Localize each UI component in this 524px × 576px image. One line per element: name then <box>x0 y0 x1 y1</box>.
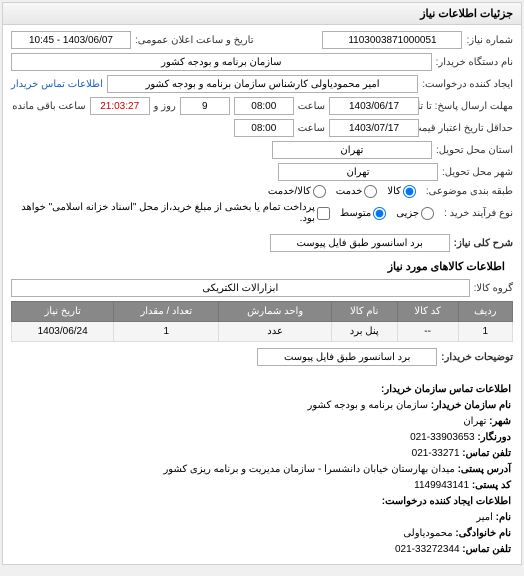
group-field[interactable] <box>11 279 470 297</box>
city-field[interactable] <box>278 163 438 181</box>
time-label-2: ساعت <box>298 123 325 134</box>
category-label: طبقه بندی موضوعی: <box>426 186 513 197</box>
cat-goods-option[interactable]: کالا <box>387 185 416 198</box>
announce-field[interactable] <box>11 31 131 49</box>
cat-goods-radio[interactable] <box>403 185 416 198</box>
days-label: روز و <box>154 101 176 112</box>
td-code: -- <box>397 322 458 342</box>
contact-section1-title: اطلاعات تماس سازمان خریدار: <box>13 382 511 398</box>
th-qty: تعداد / مقدار <box>114 302 219 322</box>
remain-label: ساعت باقی مانده <box>12 101 85 112</box>
fname-v: امیر <box>476 512 493 523</box>
announce-label: تاریخ و ساعت اعلان عمومی: <box>135 35 254 46</box>
cat-service-radio[interactable] <box>364 185 377 198</box>
time-label-1: ساعت <box>298 101 325 112</box>
requester-field[interactable] <box>107 75 418 93</box>
phone-l: تلفن تماس: <box>462 448 511 459</box>
pt-small-text: جزیی <box>396 208 419 219</box>
group-label: گروه کالا: <box>474 283 513 294</box>
pt-note-option[interactable]: پرداخت تمام یا بخشی از مبلغ خرید،از محل … <box>11 202 330 224</box>
panel-title: جزئیات اطلاعات نیاز <box>3 3 521 25</box>
th-row: ردیف <box>458 302 512 322</box>
buyer-contact-link[interactable]: اطلاعات تماس خریدار <box>11 79 103 90</box>
items-table: ردیف کد کالا نام کالا واحد شمارش تعداد /… <box>11 301 513 342</box>
cat-gs-text: کالا/خدمت <box>268 186 311 197</box>
days-field[interactable] <box>180 97 230 115</box>
need-details-panel: جزئیات اطلاعات نیاز شماره نیاز: تاریخ و … <box>2 2 522 565</box>
address-l: آدرس پستی: <box>458 464 511 475</box>
th-name: نام کالا <box>331 302 397 322</box>
need-no-label: شماره نیاز: <box>466 35 513 46</box>
desc-label: شرح کلی نیاز: <box>454 238 513 249</box>
cat-goods-text: کالا <box>387 186 401 197</box>
validity-date-field[interactable] <box>329 119 419 137</box>
other-id-v: 33903653-021 <box>410 432 475 443</box>
other-id-l: دورنگار: <box>477 432 511 443</box>
contact-section2-title: اطلاعات ایجاد کننده درخواست: <box>13 494 511 510</box>
desc-field[interactable] <box>270 234 450 252</box>
province-field[interactable] <box>272 141 432 159</box>
td-qty: 1 <box>114 322 219 342</box>
lname-l: نام خانوادگی: <box>455 528 511 539</box>
cat-gs-radio[interactable] <box>313 185 326 198</box>
province-label: استان محل تحویل: <box>436 145 513 156</box>
phone2-l: تلفن تماس: <box>462 544 511 555</box>
fname-l: نام: <box>496 512 511 523</box>
th-code: کد کالا <box>397 302 458 322</box>
th-unit: واحد شمارش <box>219 302 332 322</box>
contact-city-v: تهران <box>463 416 486 427</box>
pt-note-checkbox[interactable] <box>317 207 330 220</box>
postal-l: کد پستی: <box>472 480 511 491</box>
cat-service-text: خدمت <box>336 186 363 197</box>
items-section-title: اطلاعات کالاهای مورد نیاز <box>11 258 513 275</box>
remain-time-field[interactable] <box>90 97 150 115</box>
td-date: 1403/06/24 <box>12 322 114 342</box>
pt-medium-text: متوسط <box>340 208 371 219</box>
table-header-row: ردیف کد کالا نام کالا واحد شمارش تعداد /… <box>12 302 513 322</box>
org-name-v: سازمان برنامه و بودجه کشور <box>308 400 428 411</box>
buyer-org-field[interactable] <box>11 53 432 71</box>
buyer-notes-field[interactable] <box>257 348 437 366</box>
pt-medium-radio[interactable] <box>373 207 386 220</box>
pt-small-option[interactable]: جزیی <box>396 207 434 220</box>
need-no-field[interactable] <box>322 31 462 49</box>
pt-note-text: پرداخت تمام یا بخشی از مبلغ خرید،از محل … <box>11 202 315 224</box>
contact-block: اطلاعات تماس سازمان خریدار: نام سازمان خ… <box>3 376 521 564</box>
requester-label: ایجاد کننده درخواست: <box>422 79 513 90</box>
td-row: 1 <box>458 322 512 342</box>
pt-small-radio[interactable] <box>421 207 434 220</box>
phone2-v: 33272344-021 <box>395 544 460 555</box>
city-label: شهر محل تحویل: <box>442 167 513 178</box>
validity-time-field[interactable] <box>234 119 294 137</box>
buyer-notes-label: توضیحات خریدار: <box>441 352 513 363</box>
th-date: تاریخ نیاز <box>12 302 114 322</box>
cat-service-option[interactable]: خدمت <box>336 185 378 198</box>
form-body: شماره نیاز: تاریخ و ساعت اعلان عمومی: نا… <box>3 25 521 376</box>
deadline-time-field[interactable] <box>234 97 294 115</box>
td-name: پنل برد <box>331 322 397 342</box>
postal-v: 1149943141 <box>414 480 469 491</box>
buyer-org-label: نام دستگاه خریدار: <box>436 57 513 68</box>
td-unit: عدد <box>219 322 332 342</box>
deadline-label: مهلت ارسال پاسخ: تا تاریخ: <box>423 101 513 112</box>
address-v: میدان بهارستان خیابان دانشسرا - سازمان م… <box>163 464 454 475</box>
lname-v: محمودیاولی <box>403 528 452 539</box>
pt-medium-option[interactable]: متوسط <box>340 207 386 220</box>
validity-label: حداقل تاریخ اعتبار قیمت: تا تاریخ: <box>423 123 513 134</box>
purchase-type-label: نوع فرآیند خرید : <box>444 208 513 219</box>
phone-v: 33271-021 <box>412 448 460 459</box>
contact-city-l: شهر: <box>489 416 511 427</box>
table-row[interactable]: 1 -- پنل برد عدد 1 1403/06/24 <box>12 322 513 342</box>
deadline-date-field[interactable] <box>329 97 419 115</box>
org-name-l: نام سازمان خریدار: <box>431 400 511 411</box>
cat-goods-service-option[interactable]: کالا/خدمت <box>268 185 326 198</box>
